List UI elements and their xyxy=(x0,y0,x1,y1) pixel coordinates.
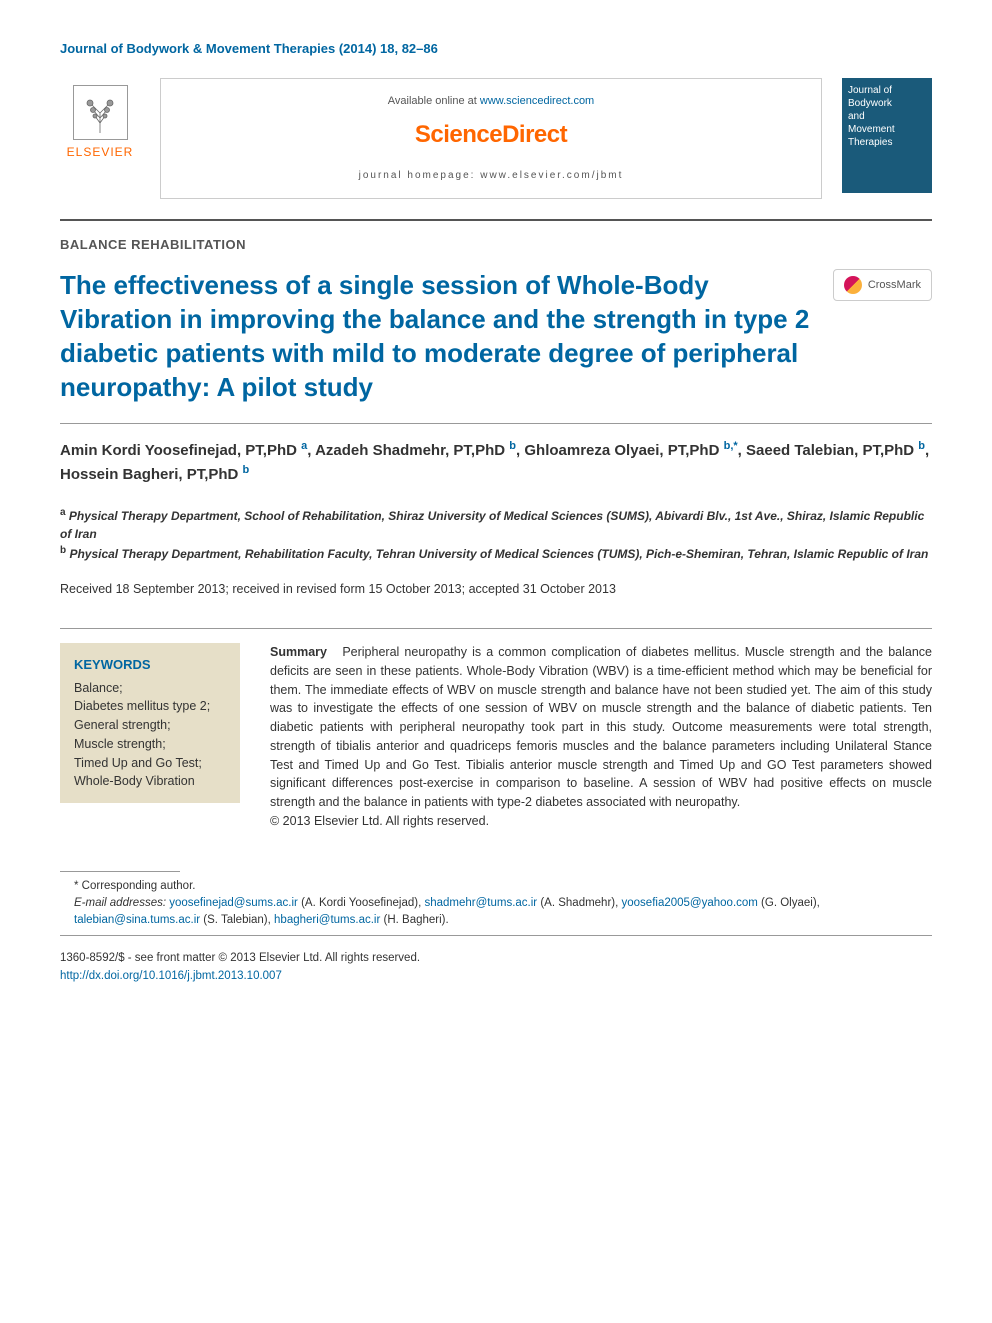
cover-line: Journal of xyxy=(848,84,926,97)
author: Saeed Talebian, PT,PhD xyxy=(746,442,914,459)
crossmark-badge[interactable]: CrossMark xyxy=(833,269,932,301)
author-aff: b xyxy=(243,464,250,476)
keyword: General strength; xyxy=(74,716,226,735)
top-section: ELSEVIER Available online at www.science… xyxy=(60,78,932,199)
cover-line: Movement xyxy=(848,123,926,136)
divider xyxy=(60,219,932,221)
available-prefix: Available online at xyxy=(388,95,480,107)
crossmark-label: CrossMark xyxy=(868,278,921,293)
aff-text: Physical Therapy Department, Rehabilitat… xyxy=(66,547,928,561)
email-link[interactable]: yoosefinejad@sums.ac.ir xyxy=(169,897,298,909)
elsevier-tree-icon xyxy=(73,85,128,140)
content-row: KEYWORDS Balance; Diabetes mellitus type… xyxy=(60,643,932,831)
elsevier-text: ELSEVIER xyxy=(67,144,134,161)
journal-cover-thumbnail[interactable]: Journal of Bodywork and Movement Therapi… xyxy=(842,78,932,193)
keywords-box: KEYWORDS Balance; Diabetes mellitus type… xyxy=(60,643,240,803)
corresponding-author-note: * Corresponding author. xyxy=(74,878,932,895)
email-addresses: E-mail addresses: yoosefinejad@sums.ac.i… xyxy=(74,895,932,930)
aff-text: Physical Therapy Department, School of R… xyxy=(60,509,924,541)
author-aff: a xyxy=(301,440,307,452)
email-name: (A. Shadmehr), xyxy=(537,897,621,909)
keyword: Muscle strength; xyxy=(74,735,226,754)
footnote-rule xyxy=(60,871,180,872)
bottom-info: 1360-8592/$ - see front matter © 2013 El… xyxy=(60,950,932,985)
corresponding-mark: * xyxy=(733,440,737,452)
cover-line: and xyxy=(848,110,926,123)
email-link[interactable]: yoosefia2005@yahoo.com xyxy=(622,897,758,909)
author-aff: b xyxy=(509,440,516,452)
elsevier-logo[interactable]: ELSEVIER xyxy=(60,78,140,168)
cover-line: Bodywork xyxy=(848,97,926,110)
email-name: (S. Talebian), xyxy=(200,914,274,926)
affiliation-b: b Physical Therapy Department, Rehabilit… xyxy=(60,543,932,563)
email-name: (H. Bagheri). xyxy=(380,914,448,926)
summary-label: Summary xyxy=(270,645,327,659)
author: Azadeh Shadmehr, PT,PhD xyxy=(315,442,505,459)
doi-link[interactable]: http://dx.doi.org/10.1016/j.jbmt.2013.10… xyxy=(60,968,932,985)
email-label: E-mail addresses: xyxy=(74,897,169,909)
email-link[interactable]: hbagheri@tums.ac.ir xyxy=(274,914,380,926)
sciencedirect-block: Available online at www.sciencedirect.co… xyxy=(160,78,822,199)
journal-citation: Journal of Bodywork & Movement Therapies… xyxy=(60,40,932,58)
affiliation-a: a Physical Therapy Department, School of… xyxy=(60,505,932,543)
sciencedirect-url[interactable]: www.sciencedirect.com xyxy=(480,95,594,107)
keywords-label: KEYWORDS xyxy=(74,655,226,675)
author-aff: b xyxy=(918,440,925,452)
available-online-text: Available online at www.sciencedirect.co… xyxy=(181,94,801,109)
sciencedirect-logo[interactable]: ScienceDirect xyxy=(181,118,801,152)
authors-list: Amin Kordi Yoosefinejad, PT,PhD a, Azade… xyxy=(60,438,932,487)
divider xyxy=(60,628,932,629)
author: Hossein Bagheri, PT,PhD xyxy=(60,466,238,483)
divider xyxy=(60,935,932,936)
email-link[interactable]: talebian@sina.tums.ac.ir xyxy=(74,914,200,926)
author-aff: b, xyxy=(724,440,734,452)
crossmark-icon xyxy=(844,276,862,294)
author: Amin Kordi Yoosefinejad, PT,PhD xyxy=(60,442,297,459)
article-dates: Received 18 September 2013; received in … xyxy=(60,581,932,599)
footnotes: * Corresponding author. E-mail addresses… xyxy=(60,871,932,930)
keyword: Whole-Body Vibration xyxy=(74,772,226,791)
divider xyxy=(60,423,932,424)
issn-line: 1360-8592/$ - see front matter © 2013 El… xyxy=(60,950,932,967)
article-type: BALANCE REHABILITATION xyxy=(60,236,932,254)
keyword: Timed Up and Go Test; xyxy=(74,754,226,773)
email-name: (A. Kordi Yoosefinejad), xyxy=(298,897,425,909)
email-link[interactable]: shadmehr@tums.ac.ir xyxy=(424,897,537,909)
journal-homepage: journal homepage: www.elsevier.com/jbmt xyxy=(181,169,801,183)
summary-text: Peripheral neuropathy is a common compli… xyxy=(270,645,932,809)
article-title: The effectiveness of a single session of… xyxy=(60,269,813,404)
cover-line: Therapies xyxy=(848,136,926,149)
homepage-url[interactable]: www.elsevier.com/jbmt xyxy=(480,170,623,181)
email-name: (G. Olyaei), xyxy=(758,897,820,909)
keyword: Diabetes mellitus type 2; xyxy=(74,697,226,716)
affiliations: a Physical Therapy Department, School of… xyxy=(60,505,932,563)
keyword: Balance; xyxy=(74,679,226,698)
title-row: The effectiveness of a single session of… xyxy=(60,269,932,404)
summary-copyright: © 2013 Elsevier Ltd. All rights reserved… xyxy=(270,814,489,828)
summary-block: Summary Peripheral neuropathy is a commo… xyxy=(270,643,932,831)
author: Ghloamreza Olyaei, PT,PhD xyxy=(524,442,719,459)
homepage-label: journal homepage: xyxy=(359,170,481,181)
